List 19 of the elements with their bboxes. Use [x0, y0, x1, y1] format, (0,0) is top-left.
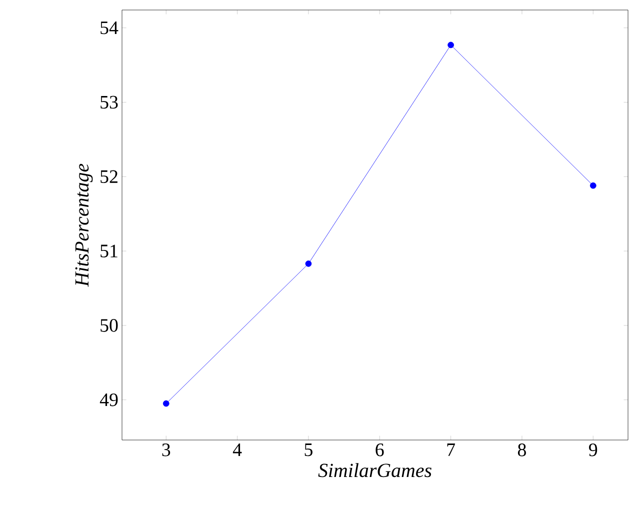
y-tick-label: 51 [100, 244, 118, 258]
y-axis-title: HitsPercentage [75, 164, 93, 287]
x-axis-title: SimilarGames [318, 463, 432, 478]
x-tick-label: 5 [304, 444, 312, 456]
x-tick-label: 6 [376, 444, 384, 456]
x-tick-label: 7 [447, 444, 455, 456]
y-tick-label: 53 [100, 96, 118, 109]
point [590, 182, 596, 189]
point [448, 42, 454, 48]
y-tick-label: 49 [100, 393, 118, 406]
x-tick-label: 9 [589, 444, 598, 456]
x-tick-label: 4 [232, 444, 242, 456]
x-tick-label: 3 [162, 444, 170, 456]
point [162, 400, 170, 407]
y-tick-label: 50 [100, 319, 118, 332]
x-tick-label: 8 [518, 444, 526, 456]
point [305, 260, 312, 267]
y-tick-label: 54 [100, 22, 118, 34]
y-tick-label: 52 [100, 170, 118, 183]
